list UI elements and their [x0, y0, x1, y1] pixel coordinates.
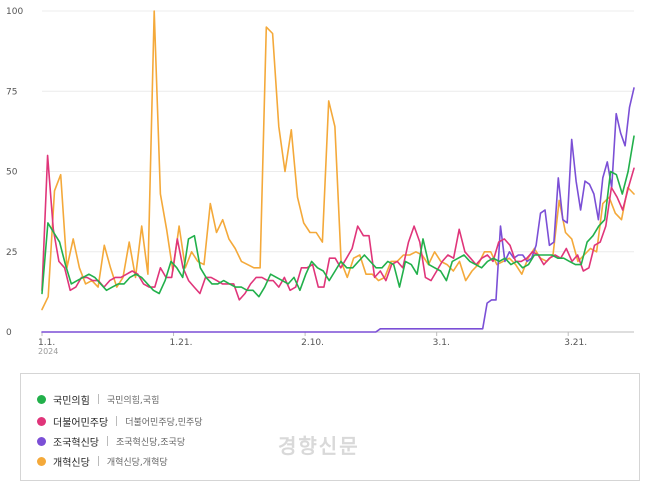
- legend-dot-rebuilding: [37, 436, 46, 446]
- legend-dot-ppp: [37, 394, 46, 404]
- legend-name: 국민의힘: [53, 395, 90, 407]
- legend-divider: [97, 394, 99, 404]
- legend-terms: 조국혁신당,조국당: [116, 437, 186, 448]
- x-tick-label: 3.21.: [564, 338, 587, 348]
- y-tick-label: 50: [6, 168, 18, 178]
- line-chart: 0 25 50 75 100 1.1.2024 1.21. 2.10. 3.1. 3.21.: [6, 7, 635, 356]
- watermark: 경향신문: [278, 434, 360, 458]
- legend-name: 조국혁신당: [53, 437, 99, 449]
- legend-terms: 개혁신당,개혁당: [106, 457, 168, 468]
- legend-item-ppp[interactable]: 국민의힘 국민의힘,국힘: [37, 390, 159, 408]
- y-tick-label: 75: [6, 87, 17, 97]
- y-tick-label: 0: [6, 328, 12, 338]
- x-tick-label: 2.10.: [301, 338, 324, 348]
- legend-terms: 더불어민주당,민주당: [125, 417, 203, 428]
- x-axis-ticks: 1.1.2024 1.21. 2.10. 3.1. 3.21.: [38, 332, 587, 356]
- series-line-2: [41, 87, 635, 333]
- grid-lines: [42, 10, 634, 333]
- legend-item-reform[interactable]: 개혁신당 개혁신당,개혁당: [37, 452, 168, 470]
- x-tick-label: 3.1.: [433, 338, 450, 348]
- x-tick-label: 1.21.: [170, 338, 193, 348]
- legend-divider: [116, 416, 118, 426]
- legend-item-rebuilding[interactable]: 조국혁신당 조국혁신당,조국당: [37, 432, 185, 450]
- legend-dot-democratic: [37, 416, 46, 426]
- legend-divider: [107, 436, 108, 446]
- legend: 국민의힘 국민의힘,국힘 더불어민주당 더불어민주당,민주당 조국혁신당 조국혁…: [20, 373, 640, 481]
- legend-divider: [97, 456, 99, 466]
- y-axis-ticks: 0 25 50 75 100: [6, 7, 23, 338]
- y-tick-label: 100: [6, 7, 23, 17]
- legend-item-democratic[interactable]: 더불어민주당 더불어민주당,민주당: [37, 412, 203, 430]
- series-lines: [41, 10, 635, 333]
- series-line-0: [41, 135, 635, 298]
- legend-terms: 국민의힘,국힘: [106, 395, 160, 406]
- series-line-3: [41, 10, 635, 311]
- x-tick-label: 1.1.: [38, 338, 55, 348]
- legend-dot-reform: [37, 456, 46, 466]
- legend-name: 더불어민주당: [53, 417, 109, 429]
- y-tick-label: 25: [6, 248, 17, 258]
- legend-name: 개혁신당: [53, 457, 90, 469]
- x-tick-sublabel: 2024: [38, 347, 58, 356]
- series-line-1: [41, 154, 635, 301]
